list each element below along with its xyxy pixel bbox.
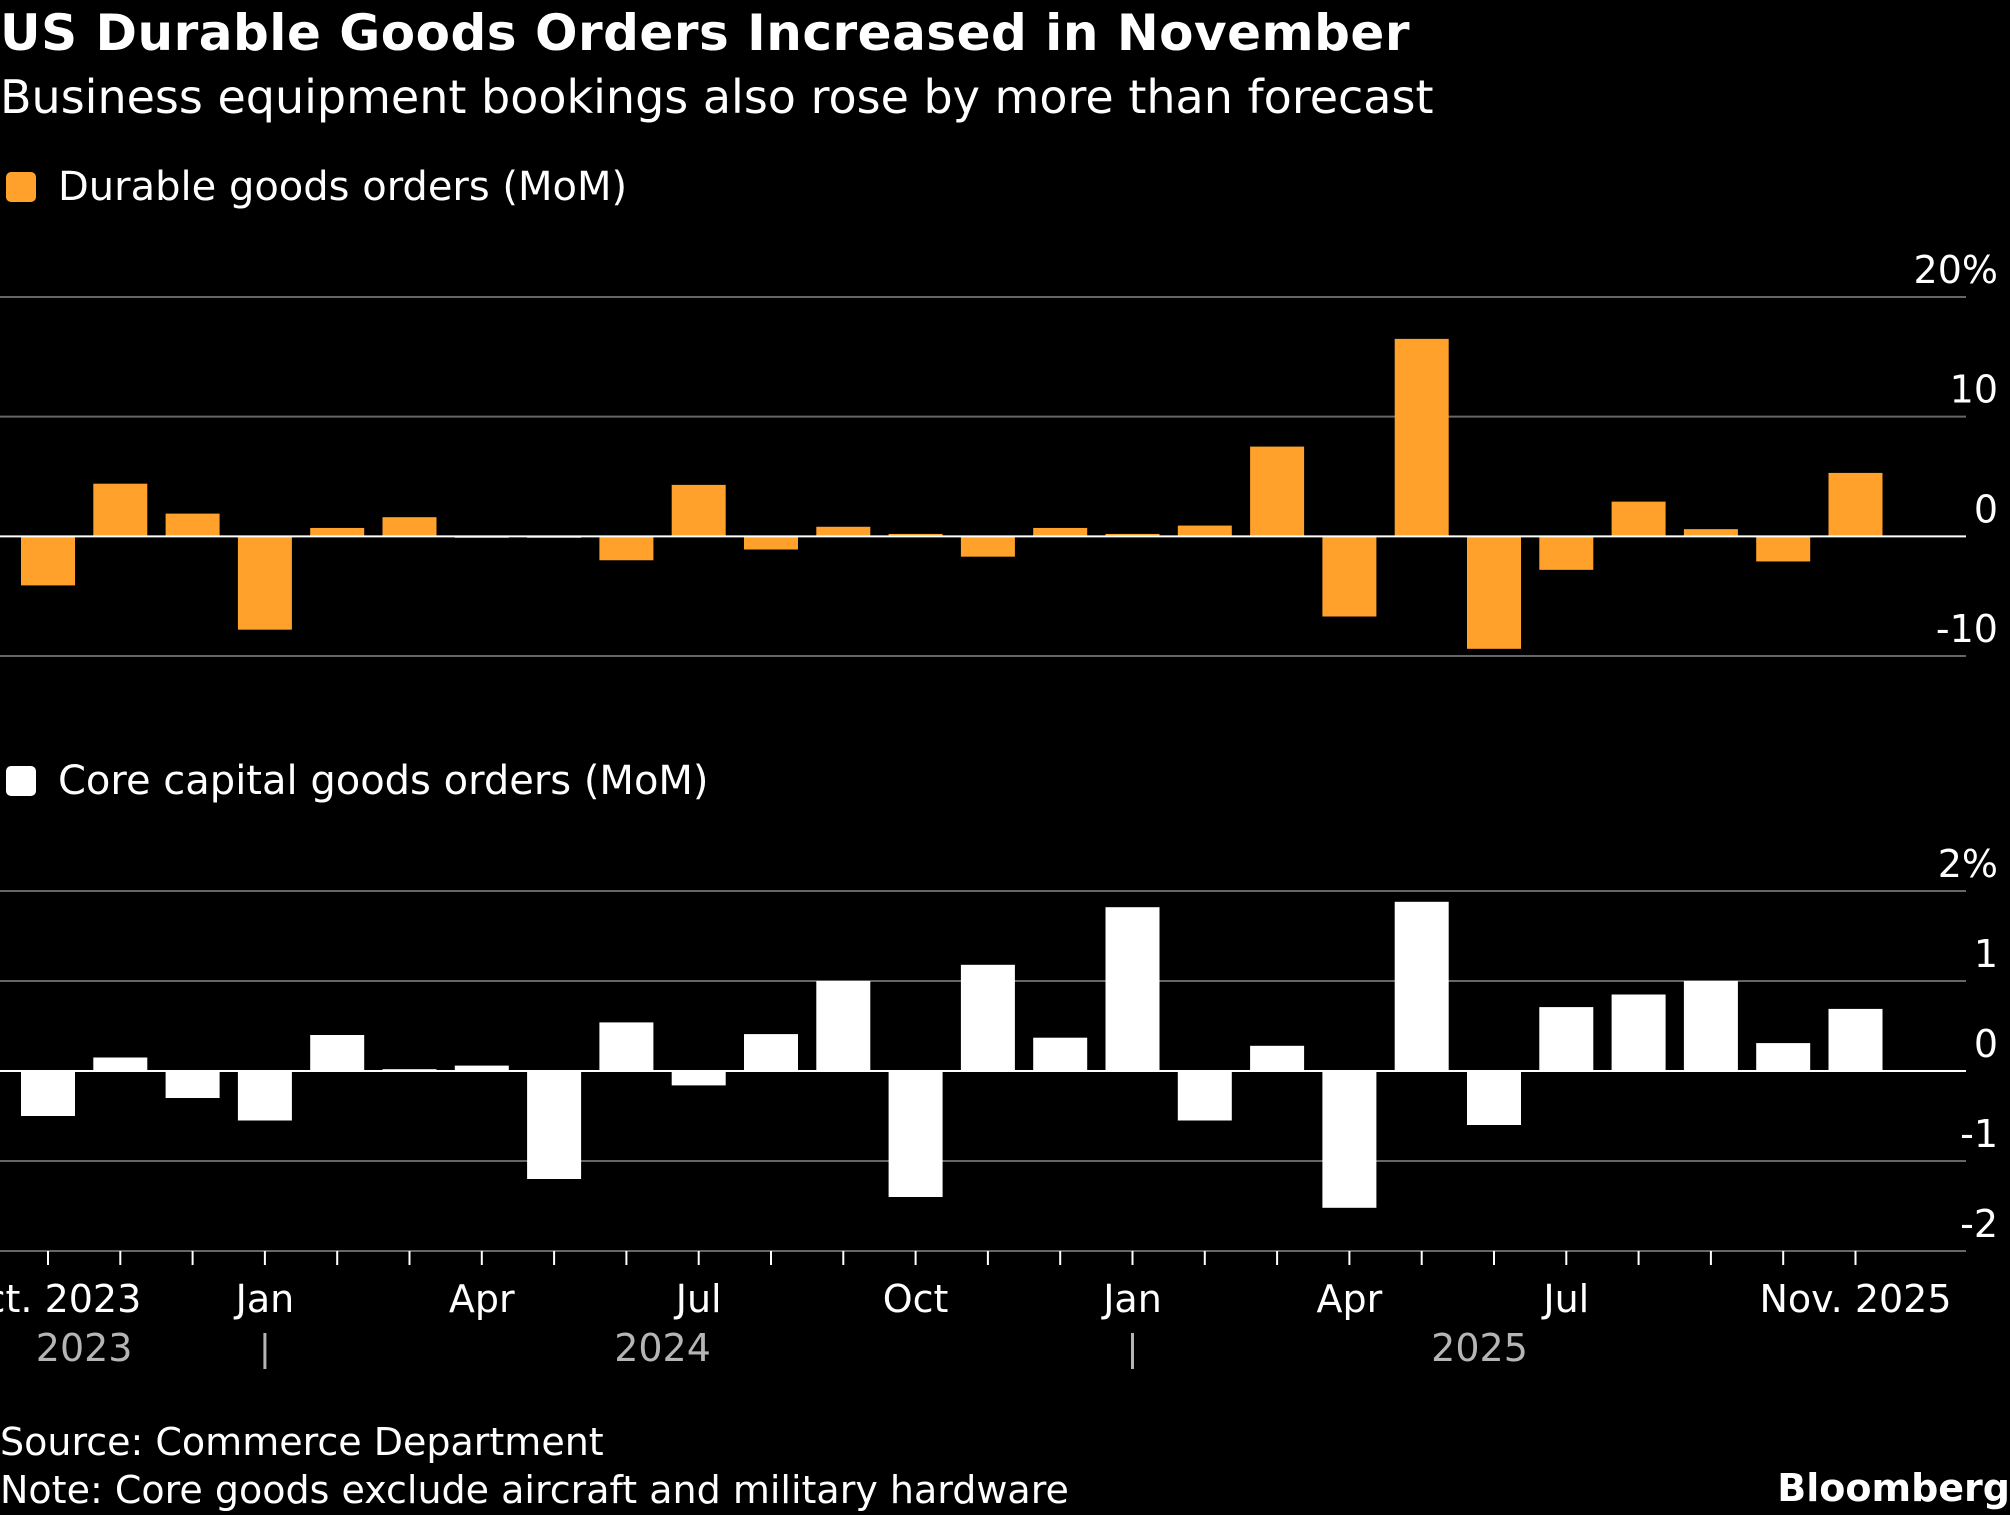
x-month-label: Jan [1101, 1277, 1162, 1321]
chart-subtitle: Business equipment bookings also rose by… [0, 70, 1434, 124]
durable-bar [1033, 527, 1088, 537]
durable-bar [93, 483, 148, 537]
durable-bar [1756, 536, 1811, 562]
x-year-label: 2024 [614, 1326, 711, 1370]
footnote: Note: Core goods exclude aircraft and mi… [0, 1468, 1069, 1512]
legend-swatch-durable [6, 172, 36, 202]
legend-label-durable: Durable goods orders (MoM) [58, 164, 628, 210]
core-bar [1250, 1045, 1305, 1071]
durable-bar [382, 517, 437, 537]
core-bar [888, 1071, 943, 1197]
durable-ytick-label: 10 [1950, 368, 1998, 412]
bloomberg-logo: Bloomberg [1777, 1466, 2010, 1510]
durable-bar [1177, 525, 1232, 537]
core-ytick-label: 0 [1974, 1022, 1998, 1066]
core-bar [1394, 901, 1449, 1071]
durable-bar [1539, 536, 1594, 570]
core-bar [93, 1057, 148, 1071]
core-bar [527, 1071, 582, 1179]
core-bar [671, 1071, 726, 1086]
x-month-label: Apr [449, 1277, 515, 1321]
durable-bar [816, 526, 871, 537]
durable-ytick-label: -10 [1936, 607, 1998, 651]
durable-bar [1683, 529, 1738, 537]
durable-bar [1322, 536, 1377, 617]
core-ytick-label: 2% [1938, 842, 1998, 886]
core-bar [1539, 1007, 1594, 1071]
core-bar [454, 1065, 509, 1071]
core-bar [310, 1035, 365, 1071]
source-note: Source: Commerce Department [0, 1420, 604, 1464]
core-ytick-label: -2 [1960, 1202, 1998, 1246]
durable-bar [165, 513, 220, 537]
core-bar [1611, 994, 1666, 1071]
durable-bar [888, 533, 943, 537]
core-bar [165, 1071, 220, 1098]
durable-bar [310, 527, 365, 537]
legend-core: Core capital goods orders (MoM) [6, 758, 709, 804]
core-bar [21, 1071, 75, 1116]
durable-bar [1250, 446, 1305, 537]
legend-swatch-core [6, 766, 36, 796]
core-bar [744, 1034, 798, 1071]
durable-bar [744, 536, 798, 550]
core-bar [1033, 1037, 1088, 1071]
core-ytick-label: -1 [1960, 1112, 1998, 1156]
durable-ytick-label: 20% [1914, 248, 1998, 292]
core-bar [1683, 981, 1738, 1071]
durable-bar [1394, 338, 1449, 537]
core-bar [1177, 1071, 1232, 1121]
x-year-label: 2023 [36, 1326, 133, 1370]
core-bar [1467, 1071, 1521, 1125]
core-bar [1105, 907, 1160, 1071]
durable-bar [237, 536, 292, 630]
durable-bar [671, 484, 726, 537]
x-month-label: Jul [1541, 1277, 1589, 1321]
core-bar [237, 1071, 292, 1121]
durable-bar [960, 536, 1015, 557]
durable-bar [21, 536, 75, 586]
core-bar [1828, 1008, 1883, 1071]
durable-bar [1105, 533, 1160, 537]
durable-bar [1467, 536, 1521, 649]
core-bar [599, 1022, 654, 1071]
core-ytick-label: 1 [1974, 932, 1998, 976]
core-bar [960, 964, 1015, 1071]
legend-label-core: Core capital goods orders (MoM) [58, 758, 709, 804]
x-month-label: Oct [883, 1277, 949, 1321]
x-month-label: Jan [234, 1277, 295, 1321]
x-month-label: Apr [1317, 1277, 1383, 1321]
legend-durable: Durable goods orders (MoM) [6, 164, 627, 210]
durable-bar [1828, 472, 1883, 537]
core-bar [1322, 1071, 1377, 1208]
core-bar [1756, 1043, 1811, 1071]
x-year-label: 2025 [1431, 1326, 1528, 1370]
durable-ytick-label: 0 [1974, 487, 1998, 531]
core-bar [816, 981, 871, 1071]
durable-bar [1611, 501, 1666, 537]
durable-bar [599, 536, 654, 561]
chart-title: US Durable Goods Orders Increased in Nov… [0, 4, 1410, 62]
x-month-label: Jul [674, 1277, 722, 1321]
x-month-label: Oct. 2023 [0, 1277, 141, 1321]
x-month-label: Nov. 2025 [1759, 1277, 1951, 1321]
